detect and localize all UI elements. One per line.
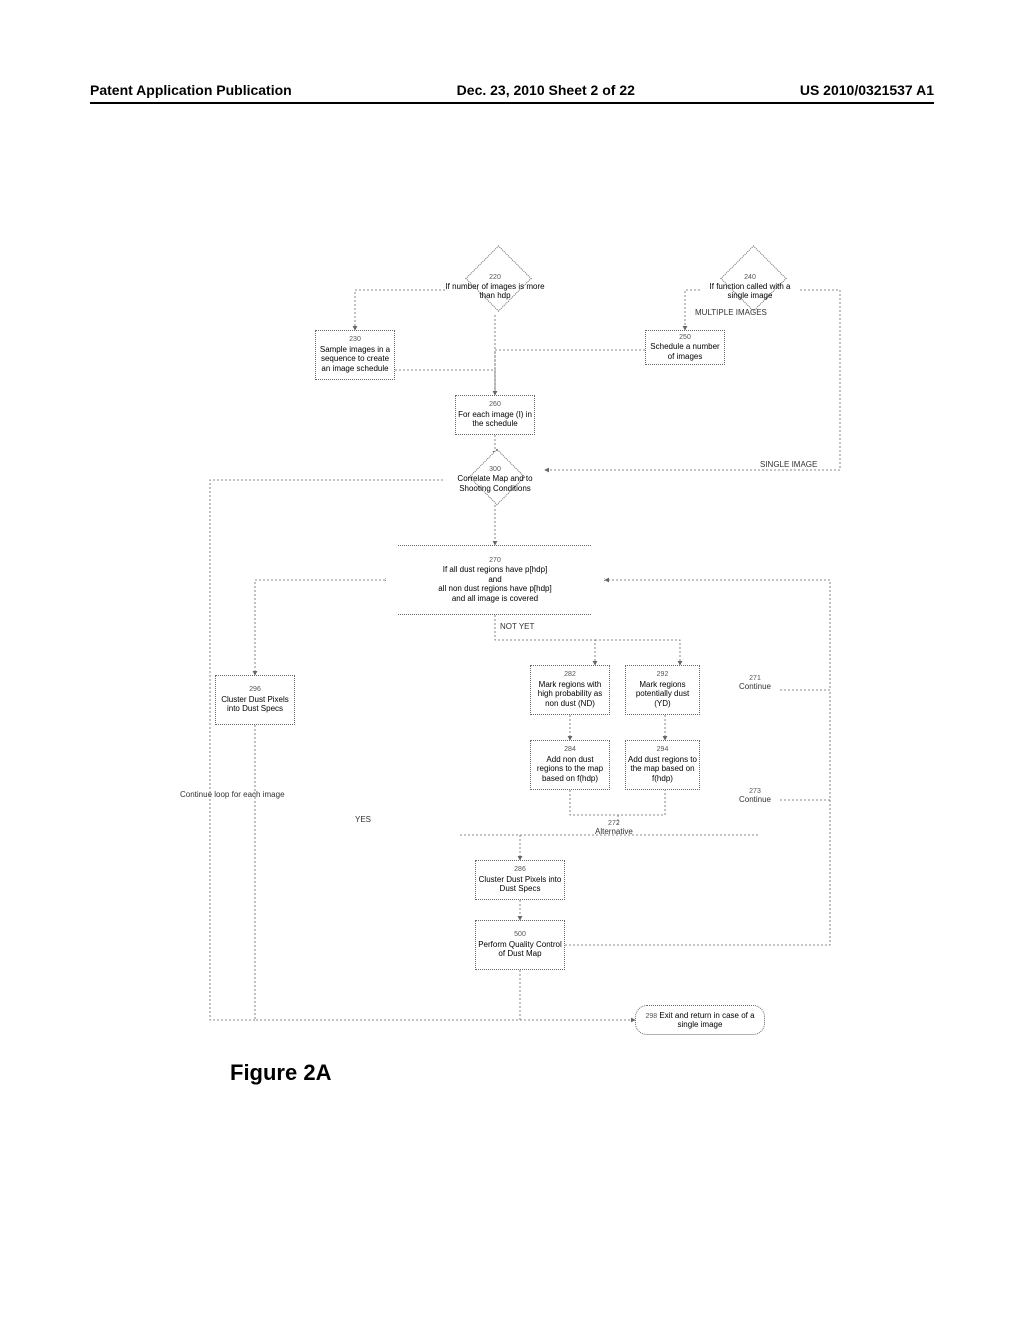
label-yes: YES (355, 815, 371, 824)
ref-270: 270 (489, 557, 501, 565)
ref-292: 292 (657, 671, 669, 679)
ref-286: 286 (514, 866, 526, 874)
text-240: If function called with a single image (700, 282, 800, 301)
ref-260: 260 (489, 401, 501, 409)
label-not-yet: NOT YET (500, 622, 534, 631)
text-230: Sample images in a sequence to create an… (318, 345, 392, 374)
text-282: Mark regions with high probability as no… (533, 680, 607, 709)
process-250: 250 Schedule a number of images (645, 330, 725, 365)
text-286: Cluster Dust Pixels into Dust Specs (478, 875, 562, 894)
decision-240: 240 If function called with a single ima… (700, 260, 800, 315)
text-271: Continue (730, 682, 780, 691)
header-center: Dec. 23, 2010 Sheet 2 of 22 (457, 82, 635, 98)
ref-271: 271 (730, 675, 780, 682)
text-294: Add dust regions to the map based on f(h… (628, 755, 697, 784)
text-300: Correlate Map and to Shooting Conditions (445, 475, 545, 494)
process-294: 294 Add dust regions to the map based on… (625, 740, 700, 790)
process-296: 296 Cluster Dust Pixels into Dust Specs (215, 675, 295, 725)
ref-300: 300 (445, 466, 545, 474)
label-273: 273 Continue (730, 788, 780, 804)
ref-240: 240 (700, 274, 800, 282)
ref-298: 298 (645, 1013, 657, 1020)
text-296: Cluster Dust Pixels into Dust Specs (218, 695, 292, 714)
flowchart-diagram: 220 If number of images is more than hdp… (200, 260, 900, 1080)
process-284: 284 Add non dust regions to the map base… (530, 740, 610, 790)
decision-220: 220 If number of images is more than hdp (445, 260, 545, 315)
process-292: 292 Mark regions potentially dust (YD) (625, 665, 700, 715)
text-270: If all dust regions have p[hdp] and all … (438, 565, 551, 603)
text-284: Add non dust regions to the map based on… (533, 755, 607, 784)
text-272: Alternative (595, 827, 633, 836)
label-272: 272 Alternative (595, 820, 633, 836)
label-271: 271 Continue (730, 675, 780, 691)
text-500: Perform Quality Control of Dust Map (478, 940, 562, 959)
process-230: 230 Sample images in a sequence to creat… (315, 330, 395, 380)
page-header: Patent Application Publication Dec. 23, … (90, 82, 934, 104)
label-single-image: SINGLE IMAGE (760, 460, 817, 469)
ref-273: 273 (730, 788, 780, 795)
ref-284: 284 (564, 746, 576, 754)
text-260: For each image (I) in the schedule (458, 410, 532, 429)
text-250: Schedule a number of images (648, 342, 722, 361)
ref-220: 220 (445, 274, 545, 282)
label-continue-loop: Continue loop for each image (180, 790, 285, 799)
ref-294: 294 (657, 746, 669, 754)
ref-296: 296 (249, 686, 261, 694)
figure-label: Figure 2A (230, 1060, 331, 1086)
terminal-298: 298 Exit and return in case of a single … (635, 1005, 765, 1035)
ref-282: 282 (564, 671, 576, 679)
label-multiple-images: MULTIPLE IMAGES (695, 308, 767, 317)
text-298: Exit and return in case of a single imag… (659, 1011, 754, 1029)
text-273: Continue (730, 795, 780, 804)
process-260: 260 For each image (I) in the schedule (455, 395, 535, 435)
decision-270: 270 If all dust regions have p[hdp] and … (385, 545, 605, 615)
ref-272: 272 (595, 820, 633, 827)
process-300: 300 Correlate Map and to Shooting Condit… (445, 455, 545, 505)
process-286: 286 Cluster Dust Pixels into Dust Specs (475, 860, 565, 900)
text-220: If number of images is more than hdp (445, 282, 545, 301)
process-282: 282 Mark regions with high probability a… (530, 665, 610, 715)
ref-500: 500 (514, 931, 526, 939)
ref-230: 230 (349, 336, 361, 344)
ref-250: 250 (679, 334, 691, 342)
process-500: 500 Perform Quality Control of Dust Map (475, 920, 565, 970)
text-292: Mark regions potentially dust (YD) (628, 680, 697, 709)
header-right: US 2010/0321537 A1 (800, 82, 934, 98)
header-left: Patent Application Publication (90, 82, 292, 98)
